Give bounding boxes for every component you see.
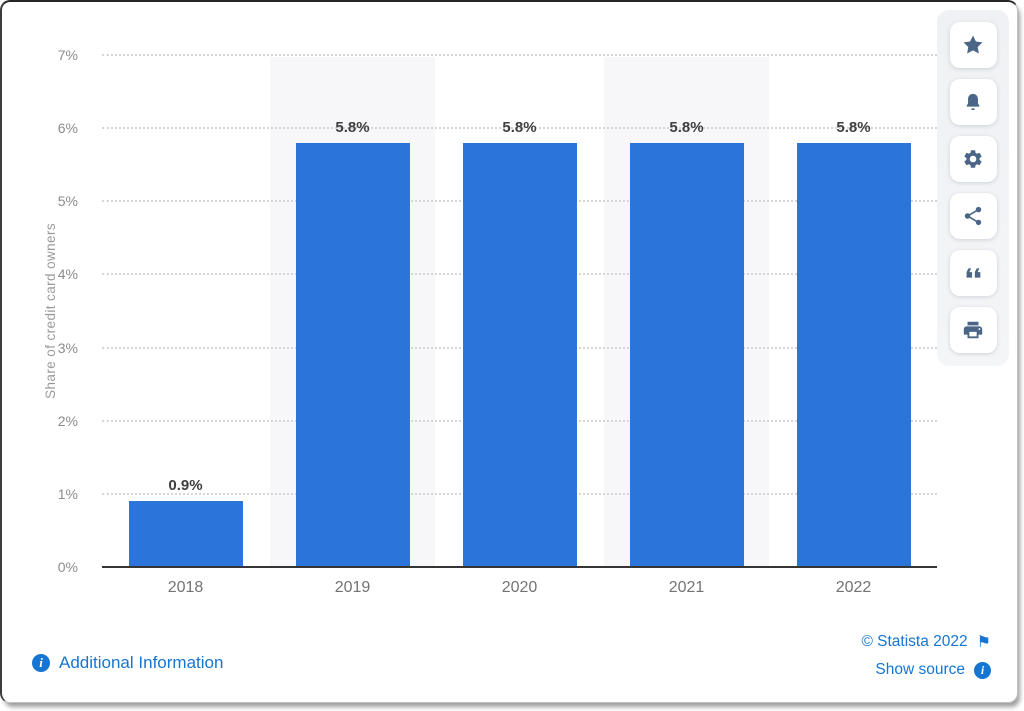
- y-axis-tick-label: 2%: [57, 412, 78, 429]
- plot-area: 0.9% 5.8% 5.8% 5.8% 5.8%: [102, 54, 937, 568]
- x-axis-label: 2018: [167, 579, 204, 596]
- y-axis-tick-label: 3%: [57, 339, 78, 356]
- y-axis: 0% 1% 2% 3% 4% 5% 6% 7%: [2, 47, 90, 575]
- info-icon: i: [974, 661, 991, 679]
- footer-right: © Statista 2022 ⚑ Show source i: [861, 623, 991, 679]
- flag-icon[interactable]: ⚑: [976, 634, 991, 651]
- y-axis-tick-label: 0%: [57, 559, 78, 575]
- x-axis-line: [102, 566, 937, 568]
- bar-2018[interactable]: [128, 501, 243, 567]
- bar-value-label: 5.8%: [335, 118, 370, 136]
- gear-icon: [964, 150, 982, 168]
- statista-copyright-link[interactable]: © Statista 2022: [861, 633, 968, 650]
- notification-button[interactable]: [949, 79, 997, 125]
- settings-button[interactable]: [949, 136, 997, 182]
- y-axis-tick-label: 5%: [57, 193, 78, 210]
- bar-2019[interactable]: [295, 142, 410, 567]
- x-axis-label: 2022: [835, 579, 872, 596]
- copyright-row: © Statista 2022 ⚑: [861, 632, 991, 652]
- share-button[interactable]: [949, 193, 997, 239]
- favorite-button[interactable]: [949, 22, 997, 68]
- chart-toolbar: [937, 10, 1009, 366]
- footer-left: i Additional Information: [32, 653, 223, 673]
- bell-icon: [966, 93, 980, 110]
- y-axis-tick-label: 6%: [57, 120, 78, 137]
- x-axis-label: 2020: [501, 579, 538, 596]
- gridline: [102, 54, 937, 56]
- bar-value-label: 0.9%: [168, 477, 203, 495]
- bar-value-label: 5.8%: [669, 118, 704, 136]
- quote-icon: [966, 268, 981, 278]
- y-axis-tick-label: 4%: [57, 266, 78, 283]
- bar-2021[interactable]: [629, 142, 744, 567]
- y-axis-tick-label: 1%: [57, 485, 78, 502]
- bar-value-label: 5.8%: [502, 118, 537, 136]
- print-button[interactable]: [949, 307, 997, 353]
- show-source-link[interactable]: Show source: [875, 661, 965, 678]
- gridline: [102, 127, 937, 130]
- x-axis: 2018 2019 2020 2021 2022: [102, 579, 937, 601]
- show-source-row: Show source i: [861, 661, 991, 679]
- info-icon: i: [32, 654, 50, 672]
- share-icon: [964, 206, 982, 226]
- additional-information-link[interactable]: Additional Information: [59, 653, 224, 672]
- x-axis-label: 2021: [668, 579, 705, 596]
- star-icon: [963, 35, 983, 54]
- printer-icon: [963, 321, 983, 339]
- x-axis-label: 2019: [334, 579, 371, 596]
- citation-button[interactable]: [949, 250, 997, 296]
- bar-2020[interactable]: [462, 142, 577, 567]
- y-axis-tick-label: 7%: [57, 47, 78, 63]
- bar-2022[interactable]: [796, 142, 911, 567]
- bar-value-label: 5.8%: [836, 118, 871, 136]
